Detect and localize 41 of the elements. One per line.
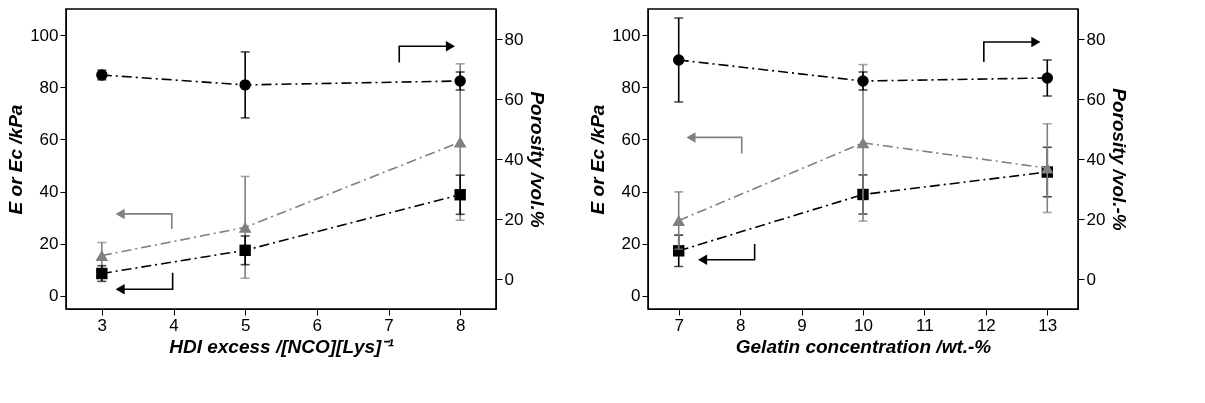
y-tick-label: 80 (621, 77, 641, 97)
y2-tick-label: 0 (504, 269, 514, 289)
x-tick-label: 7 (384, 315, 394, 335)
y2-axis-title: Porosity /vol.-% (1109, 88, 1131, 231)
y2-axis-title: Porosity /vol.% (527, 91, 549, 228)
y2-tick-label: 60 (1086, 89, 1106, 109)
x-tick-label: 10 (854, 315, 873, 335)
y-tick-label: 60 (621, 129, 641, 149)
y-tick-label: 20 (621, 234, 641, 254)
y-tick-label: 40 (621, 182, 641, 202)
x-axis-title: Gelatin concentration /wt.-% (735, 335, 992, 357)
x-tick-label: 12 (976, 315, 996, 335)
y2-tick-label: 20 (504, 209, 524, 229)
y2-tick-label: 40 (504, 149, 524, 169)
x-tick-label: 8 (455, 315, 466, 335)
y-tick-label: 80 (39, 77, 59, 97)
x-tick-label: 6 (312, 315, 323, 335)
x-tick-label: 5 (240, 315, 251, 335)
y2-tick-label: 80 (1086, 29, 1106, 49)
y-tick-label: 0 (49, 286, 59, 306)
y2-tick-label: 80 (504, 29, 524, 49)
y-tick-label: 100 (612, 25, 641, 45)
y2-tick-label: 0 (1086, 269, 1096, 289)
y2-tick-label: 20 (1086, 209, 1106, 229)
x-axis-title: HDI excess /[NCO][Lys]⁻¹ (169, 335, 395, 357)
y2-tick-label: 60 (504, 89, 524, 109)
x-tick-label: 9 (797, 315, 807, 335)
x-tick-label: 7 (674, 315, 684, 335)
y2-tick-label: 40 (1086, 149, 1106, 169)
y-tick-label: 60 (39, 129, 59, 149)
y-tick-label: 20 (39, 234, 59, 254)
x-tick-label: 3 (97, 315, 108, 335)
y-tick-label: 100 (30, 25, 59, 45)
x-tick-label: 8 (735, 315, 746, 335)
y-axis-title: E or Ec /kPa (587, 104, 609, 215)
x-tick-label: 4 (169, 315, 179, 335)
y-axis-title: E or Ec /kPa (5, 104, 27, 215)
x-tick-label: 13 (1038, 315, 1058, 335)
y-tick-label: 40 (39, 182, 59, 202)
y-tick-label: 0 (631, 286, 641, 306)
x-tick-label: 11 (916, 315, 934, 335)
